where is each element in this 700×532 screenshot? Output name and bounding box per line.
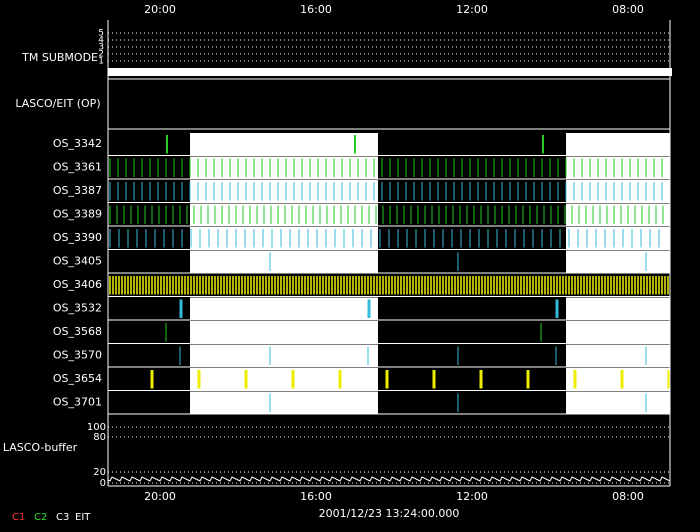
row-window	[566, 368, 670, 391]
time-label-bottom: 20:00	[144, 490, 176, 503]
row-label: OS_3570	[53, 348, 102, 361]
legend-entry: C3	[56, 512, 69, 523]
row-label: OS_3701	[53, 395, 102, 408]
row-window	[190, 368, 378, 391]
row-window	[566, 180, 670, 203]
row-window	[566, 297, 670, 320]
time-label-top: 08:00	[612, 3, 644, 16]
row-window	[190, 250, 378, 273]
buffer-trace	[107, 476, 671, 482]
row-window	[566, 344, 670, 367]
row-label: OS_3568	[53, 325, 102, 338]
row-window	[190, 297, 378, 320]
row-window	[190, 391, 378, 414]
row-label: OS_3389	[53, 207, 102, 220]
legend-entry: EIT	[75, 512, 91, 523]
row-window	[566, 203, 670, 226]
time-label-top: 20:00	[144, 3, 176, 16]
buffer-label: LASCO-buffer	[3, 441, 78, 454]
row-window	[190, 156, 378, 179]
submode-tick: 4	[98, 36, 104, 46]
submode-tick: 1	[98, 57, 104, 67]
row-label: OS_3361	[53, 160, 102, 173]
time-label-top: 16:00	[300, 3, 332, 16]
row-window	[566, 250, 670, 273]
row-window	[566, 227, 670, 250]
row-label: OS_3654	[53, 372, 102, 385]
lasco-eit-label: LASCO/EIT (OP)	[15, 97, 100, 110]
row-window	[190, 321, 378, 344]
submode-tick: 5	[98, 29, 104, 39]
row-window	[190, 133, 378, 156]
row-window	[566, 391, 670, 414]
timestamp: 2001/12/23 13:24:00.000	[319, 507, 460, 520]
submode-tick: 2	[98, 50, 104, 60]
buffer-tick: 100	[87, 422, 106, 433]
row-label: OS_3406	[53, 278, 102, 291]
legend-entry: C2	[34, 512, 47, 523]
row-label: OS_3342	[53, 137, 102, 150]
buffer-tick: 20	[93, 467, 106, 478]
row-label: OS_3390	[53, 231, 102, 244]
row-window	[566, 133, 670, 156]
submode-label: TM SUBMODE	[21, 51, 98, 64]
row-window	[190, 344, 378, 367]
row-window	[566, 156, 670, 179]
row-window	[190, 180, 378, 203]
legend-entry: C1	[12, 512, 25, 523]
row-label: OS_3532	[53, 301, 102, 314]
buffer-tick: 0	[100, 478, 106, 489]
submode-tick: 3	[98, 43, 104, 53]
time-label-bottom: 16:00	[300, 490, 332, 503]
row-window	[566, 321, 670, 344]
row-window	[190, 203, 378, 226]
row-label: OS_3387	[53, 184, 102, 197]
submode-bar	[108, 68, 672, 76]
row-window	[190, 227, 378, 250]
time-label-bottom: 08:00	[612, 490, 644, 503]
buffer-tick: 80	[93, 432, 106, 443]
time-label-top: 12:00	[456, 3, 488, 16]
row-label: OS_3405	[53, 254, 102, 267]
time-label-bottom: 12:00	[456, 490, 488, 503]
